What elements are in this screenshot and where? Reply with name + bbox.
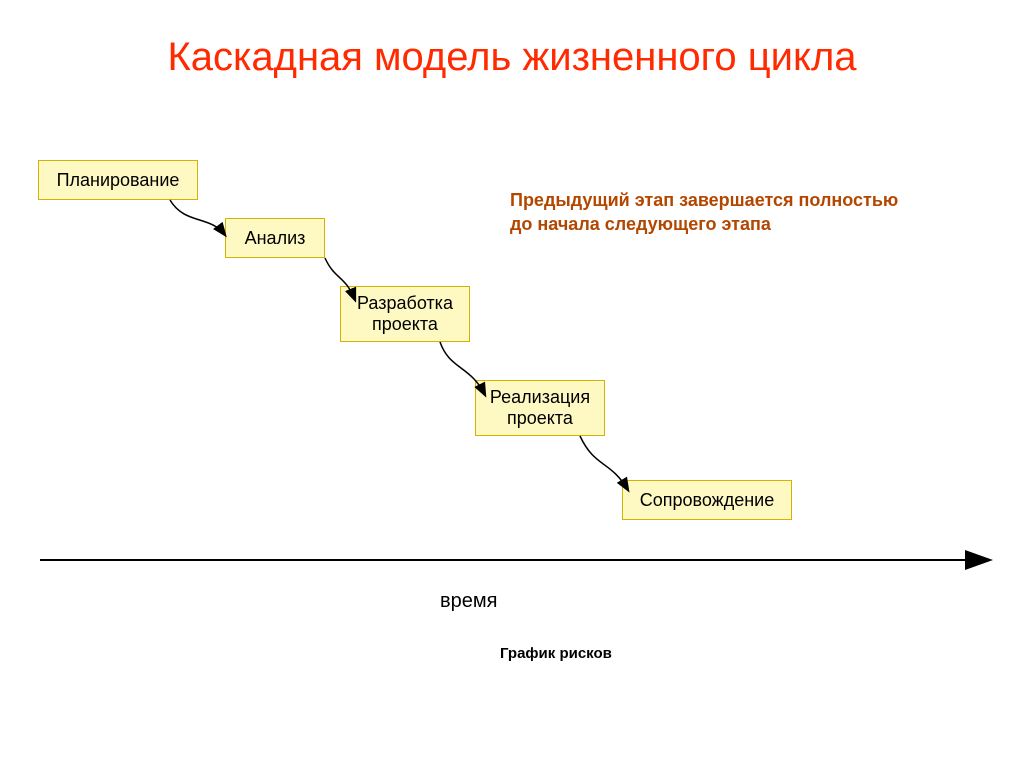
footer-label: График рисков xyxy=(500,645,612,662)
stage-box-4: Сопровождение xyxy=(622,480,792,520)
page-title: Каскадная модель жизненного цикла xyxy=(0,35,1024,80)
connector-arrow-0 xyxy=(170,200,225,235)
stage-box-2: Разработка проекта xyxy=(340,286,470,342)
stage-box-0: Планирование xyxy=(38,160,198,200)
description-note: Предыдущий этап завершается полностью до… xyxy=(510,188,910,237)
connector-arrow-3 xyxy=(580,436,628,490)
stage-box-3: Реализация проекта xyxy=(475,380,605,436)
stage-box-1: Анализ xyxy=(225,218,325,258)
axis-label-time: время xyxy=(440,590,497,613)
